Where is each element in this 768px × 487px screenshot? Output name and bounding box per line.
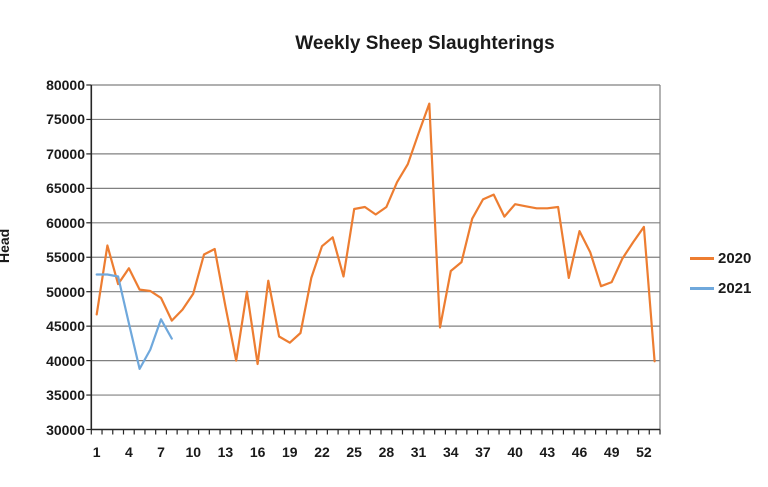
y-tick-label: 45000 bbox=[46, 318, 85, 335]
chart-title: Weekly Sheep Slaughterings bbox=[295, 33, 555, 54]
x-tick-label: 43 bbox=[539, 444, 556, 460]
y-tick-label: 70000 bbox=[46, 145, 85, 162]
series-line-2021 bbox=[95, 273, 173, 370]
x-tick-label: 7 bbox=[157, 444, 165, 460]
y-tick-label: 35000 bbox=[46, 387, 85, 404]
x-tick-label: 52 bbox=[636, 444, 652, 460]
x-tick-label: 37 bbox=[475, 444, 491, 460]
y-tick-label: 65000 bbox=[46, 180, 85, 197]
x-tick-label: 25 bbox=[346, 444, 362, 460]
x-tick-label: 1 bbox=[92, 444, 101, 460]
y-tick-label: 30000 bbox=[46, 421, 85, 438]
x-tick-label: 4 bbox=[124, 444, 133, 460]
x-tick-label: 13 bbox=[217, 444, 234, 460]
x-tick-label: 46 bbox=[571, 444, 588, 460]
x-tick-label: 49 bbox=[603, 444, 620, 460]
x-tick-label: 16 bbox=[249, 444, 266, 460]
legend-label-2021: 2021 bbox=[718, 279, 752, 297]
x-tick-label: 10 bbox=[185, 444, 202, 460]
legend-color-swatch-2021 bbox=[690, 286, 714, 290]
y-tick-label: 75000 bbox=[46, 111, 85, 128]
y-tick-label: 40000 bbox=[46, 352, 85, 369]
x-tick-label: 28 bbox=[378, 444, 395, 460]
y-tick-label: 55000 bbox=[46, 249, 85, 266]
x-tick-label: 22 bbox=[314, 444, 330, 460]
legend-color-swatch-2020 bbox=[690, 256, 714, 260]
x-tick-label: 34 bbox=[442, 444, 459, 460]
legend-label-2020: 2020 bbox=[718, 249, 752, 267]
chart-legend: 2020 2021 bbox=[690, 243, 751, 303]
y-tick-label: 50000 bbox=[46, 283, 85, 300]
x-tick-label: 40 bbox=[507, 444, 523, 460]
x-tick-label: 19 bbox=[282, 444, 298, 460]
legend-item-2020: 2020 bbox=[690, 243, 751, 273]
legend-item-2021: 2021 bbox=[690, 273, 751, 303]
x-tick-label: 31 bbox=[410, 444, 427, 460]
y-tick-label: 80000 bbox=[46, 77, 85, 93]
y-tick-label: 60000 bbox=[46, 214, 85, 231]
series-line-2020 bbox=[95, 102, 656, 366]
